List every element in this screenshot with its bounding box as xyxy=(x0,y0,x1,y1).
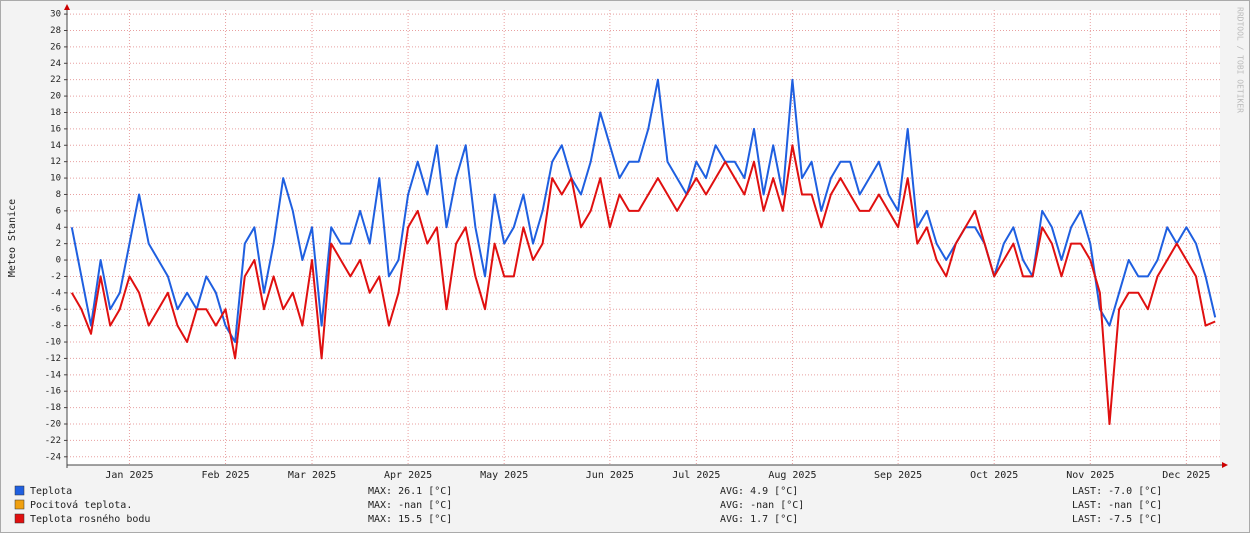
y-tick-label: -16 xyxy=(45,387,61,397)
y-tick-label: 14 xyxy=(50,141,61,151)
legend-stat: AVG: -nan [°C] xyxy=(720,500,804,511)
legend-stat: MAX: 15.5 [°C] xyxy=(368,514,452,525)
y-tick-label: -18 xyxy=(45,403,61,413)
series-line xyxy=(70,144,1216,425)
y-axis-label: Meteo Stanice xyxy=(7,199,18,277)
legend-stat: MAX: -nan [°C] xyxy=(368,500,452,511)
watermark: RRDTOOL / TOBI OETIKER xyxy=(1236,7,1245,113)
y-tick-label: -4 xyxy=(50,288,61,298)
y-tick-label: -2 xyxy=(50,272,61,282)
y-tick-label: 6 xyxy=(56,206,61,216)
x-tick-label: Dec 2025 xyxy=(1162,470,1210,481)
y-tick-label: 26 xyxy=(50,42,61,52)
y-tick-label: 8 xyxy=(56,190,61,200)
legend-label: Pocitová teplota. xyxy=(30,499,132,511)
x-tick-label: Mar 2025 xyxy=(288,470,336,481)
y-tick-label: 2 xyxy=(56,239,61,249)
legend-stat: MAX: 26.1 [°C] xyxy=(368,486,452,497)
legend-swatch xyxy=(14,499,25,510)
x-tick-label: Jun 2025 xyxy=(586,470,634,481)
y-axis-arrow xyxy=(64,4,70,10)
y-tick-label: 30 xyxy=(50,10,61,20)
x-tick-label: Jan 2025 xyxy=(105,470,153,481)
x-tick-label: Oct 2025 xyxy=(970,470,1018,481)
y-tick-label: -20 xyxy=(45,420,61,430)
y-tick-label: 18 xyxy=(50,108,61,118)
y-tick-label: -12 xyxy=(45,354,61,364)
y-tick-label: 22 xyxy=(50,75,61,85)
x-tick-label: Aug 2025 xyxy=(768,470,816,481)
legend-label: Teplota rosného bodu xyxy=(30,513,150,525)
y-tick-label: 16 xyxy=(50,124,61,134)
y-tick-label: 28 xyxy=(50,26,61,36)
y-tick-label: -6 xyxy=(50,305,61,315)
legend-stat: LAST: -7.5 [°C] xyxy=(1072,514,1162,525)
x-tick-label: Sep 2025 xyxy=(874,470,922,481)
legend-swatch xyxy=(14,513,25,524)
x-axis-arrow xyxy=(1222,462,1228,468)
legend-label: Teplota xyxy=(30,486,72,497)
y-tick-label: -10 xyxy=(45,338,61,348)
legend-stat: AVG: 1.7 [°C] xyxy=(720,514,798,525)
y-tick-label: -14 xyxy=(45,370,61,380)
x-tick-label: May 2025 xyxy=(480,470,528,481)
x-tick-label: Feb 2025 xyxy=(201,470,249,481)
legend-stat: LAST: -nan [°C] xyxy=(1072,500,1162,511)
y-tick-label: -24 xyxy=(45,452,61,462)
y-tick-label: 12 xyxy=(50,157,61,167)
x-tick-label: Jul 2025 xyxy=(672,470,720,481)
y-tick-label: -8 xyxy=(50,321,61,331)
plot-area xyxy=(67,10,1220,465)
legend-stat: AVG: 4.9 [°C] xyxy=(720,486,798,497)
y-tick-label: -22 xyxy=(45,436,61,446)
x-tick-label: Nov 2025 xyxy=(1066,470,1114,481)
legend-swatch xyxy=(14,485,25,496)
y-tick-label: 0 xyxy=(56,256,61,266)
legend-stat: LAST: -7.0 [°C] xyxy=(1072,486,1162,497)
y-tick-label: 24 xyxy=(50,59,61,69)
y-tick-label: 10 xyxy=(50,174,61,184)
series-line xyxy=(70,78,1217,343)
y-tick-label: 20 xyxy=(50,92,61,102)
x-tick-label: Apr 2025 xyxy=(384,470,432,481)
y-tick-label: 4 xyxy=(56,223,61,233)
